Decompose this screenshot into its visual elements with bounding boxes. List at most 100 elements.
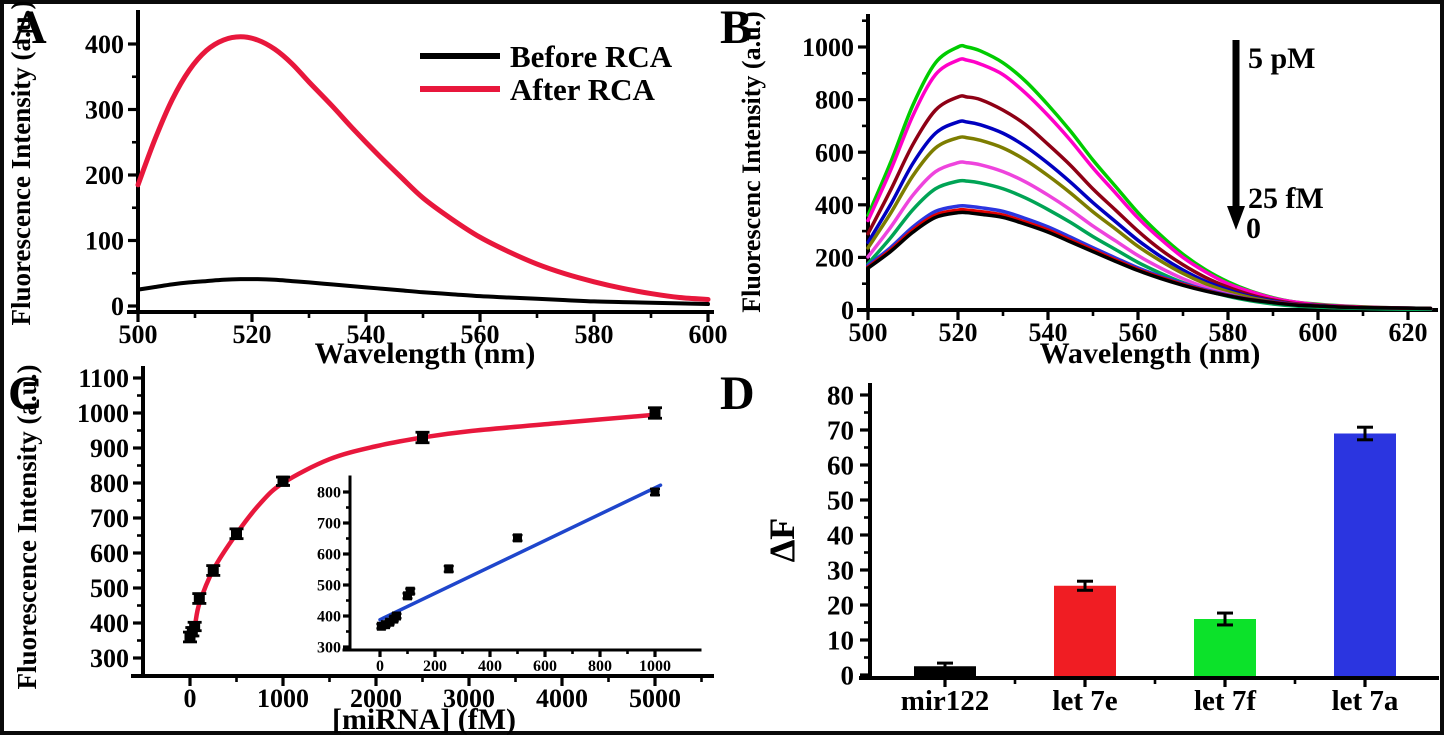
panel-c-letter: C (8, 367, 43, 420)
svg-text:40: 40 (827, 520, 854, 550)
series-0 (135, 34, 711, 302)
svg-text:60: 60 (827, 450, 854, 480)
svg-text:0: 0 (841, 296, 854, 325)
svg-text:5 pM: 5 pM (1248, 42, 1316, 75)
inset-fit-line (378, 483, 663, 622)
svg-text:560: 560 (461, 320, 500, 349)
svg-text:100: 100 (85, 227, 124, 256)
svg-text:80: 80 (827, 380, 854, 410)
svg-text:500: 500 (119, 320, 158, 349)
svg-text:580: 580 (575, 320, 614, 349)
svg-text:10: 10 (827, 625, 854, 655)
svg-text:540: 540 (347, 320, 386, 349)
svg-text:3000: 3000 (443, 684, 495, 713)
svg-text:400: 400 (317, 609, 341, 626)
svg-text:300: 300 (85, 96, 124, 125)
svg-text:520: 520 (233, 320, 272, 349)
svg-text:600: 600 (317, 547, 341, 564)
svg-text:4000: 4000 (536, 684, 588, 713)
svg-text:After RCA: After RCA (510, 72, 656, 107)
fit-curve (187, 412, 658, 643)
svg-text:let 7e: let 7e (1052, 685, 1117, 717)
panel-b-letter: B (720, 1, 753, 54)
svg-text:700: 700 (90, 504, 129, 533)
data-point (277, 475, 289, 487)
svg-text:0: 0 (841, 660, 855, 690)
bar-mir122 (914, 666, 976, 676)
panel-d-letter: D (720, 367, 755, 420)
svg-text:600: 600 (533, 658, 557, 675)
svg-text:Fluorescence Intensity (a.u.): Fluorescence Intensity (a.u.) (12, 365, 42, 690)
svg-text:400: 400 (90, 609, 129, 638)
svg-text:600: 600 (815, 138, 854, 167)
svg-text:300: 300 (90, 644, 129, 673)
svg-text:540: 540 (1029, 318, 1068, 347)
data-point (417, 432, 428, 443)
svg-text:200: 200 (423, 658, 447, 675)
svg-text:Before RCA: Before RCA (510, 39, 673, 74)
svg-text:600: 600 (1299, 318, 1338, 347)
svg-text:Fluorescenc Intensity (a.u.): Fluorescenc Intensity (a.u.) (737, 11, 766, 312)
svg-text:800: 800 (588, 658, 612, 675)
svg-text:800: 800 (90, 469, 129, 498)
svg-text:1000: 1000 (257, 684, 309, 713)
svg-text:0: 0 (1246, 212, 1261, 245)
svg-text:25 fM: 25 fM (1248, 182, 1324, 215)
svg-text:700: 700 (317, 516, 341, 533)
panel-b: 500 520 540 560 580 600 620 0 200 400 600 800 1000 Wa… (737, 11, 1438, 370)
svg-text:2000: 2000 (350, 684, 402, 713)
svg-text:400: 400 (815, 191, 854, 220)
svg-text:1100: 1100 (78, 364, 129, 393)
svg-text:560: 560 (1119, 318, 1158, 347)
bar-let-7a (1334, 433, 1396, 676)
spectrum-6 (866, 178, 1433, 311)
svg-text:200: 200 (85, 161, 124, 190)
svg-text:300: 300 (317, 640, 341, 657)
svg-text:600: 600 (90, 539, 129, 568)
bar-let-7f (1194, 619, 1256, 676)
svg-text:ΔF: ΔF (762, 518, 802, 563)
inset-data-point (513, 533, 522, 543)
series-1 (136, 277, 710, 307)
panel-c: 0 1000 2000 3000 4000 50003004005006007008009… (12, 364, 714, 735)
svg-text:Wavelength (nm): Wavelength (nm) (1040, 337, 1261, 370)
svg-text:Wavelength (nm): Wavelength (nm) (315, 337, 536, 370)
svg-text:mir122: mir122 (901, 685, 990, 717)
svg-text:30: 30 (827, 555, 854, 585)
arrowhead-icon (1227, 206, 1245, 230)
svg-text:70: 70 (827, 415, 854, 445)
svg-text:800: 800 (317, 485, 341, 502)
svg-text:520: 520 (939, 318, 978, 347)
svg-text:500: 500 (90, 574, 129, 603)
svg-text:800: 800 (815, 86, 854, 115)
svg-text:50: 50 (827, 485, 854, 515)
svg-text:200: 200 (815, 244, 854, 273)
svg-text:400: 400 (478, 658, 502, 675)
spectrum-2 (866, 94, 1433, 311)
data-point (189, 621, 201, 632)
data-point (193, 593, 205, 604)
data-point (649, 407, 661, 419)
panel-d: 0 10 20 30 40 50 60 70 80 ΔF mir122 let 7e let 7f let… (762, 380, 1439, 717)
svg-text:580: 580 (1209, 318, 1248, 347)
svg-text:600: 600 (689, 320, 728, 349)
svg-text:5000: 5000 (629, 684, 681, 713)
svg-text:0: 0 (376, 658, 384, 675)
svg-text:1000: 1000 (77, 399, 129, 428)
svg-text:400: 400 (85, 30, 124, 59)
panel-a: 500 520 540 560 580 600 0 100 200 300 400 Wavelengt… (6, 1, 728, 370)
svg-text:620: 620 (1389, 318, 1428, 347)
svg-text:1000: 1000 (802, 33, 854, 62)
svg-text:[miRNA] (fM): [miRNA] (fM) (332, 703, 516, 735)
spectrum-9 (866, 210, 1433, 311)
inset-data-point (650, 487, 660, 497)
panel-a-letter: A (12, 1, 47, 54)
svg-text:Fluorescence Intensity (a.u.): Fluorescence Intensity (a.u.) (6, 1, 36, 326)
svg-text:let 7f: let 7f (1194, 685, 1256, 717)
inset-data-point (405, 586, 415, 596)
svg-text:500: 500 (317, 578, 341, 595)
svg-text:1000: 1000 (639, 658, 671, 675)
svg-text:let 7a: let 7a (1332, 685, 1399, 717)
